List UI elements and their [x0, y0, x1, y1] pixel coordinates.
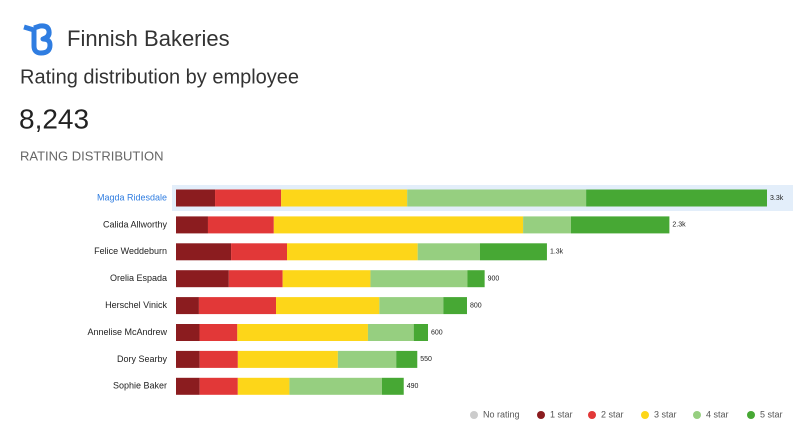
bar-segment: [176, 377, 200, 395]
bar-segment: [207, 216, 274, 234]
legend-marker: [470, 411, 478, 419]
bar-segment: [443, 297, 467, 315]
bar-segment: [237, 377, 290, 395]
page-title: Rating distribution by employee: [20, 66, 299, 88]
bar-segment: [407, 189, 587, 207]
bar-segment: [176, 189, 216, 207]
bar-segment: [199, 350, 238, 368]
total-label: 1.3k: [550, 249, 564, 256]
section-label: RATING DISTRIBUTION: [20, 148, 163, 163]
bar-segment: [523, 216, 571, 234]
bar-segment: [370, 270, 468, 288]
bar-segment: [215, 189, 282, 207]
total-label: 900: [488, 276, 500, 283]
legend-marker: [693, 411, 701, 419]
bar-segment: [289, 377, 382, 395]
bar-segment: [176, 324, 200, 341]
legend-marker: [537, 411, 545, 419]
category-label: Annelise McAndrew: [87, 327, 167, 337]
category-label: Herschel Vinick: [105, 300, 167, 310]
bar-segment: [176, 243, 232, 261]
total-label: 600: [431, 329, 443, 336]
legend-label: No rating: [483, 409, 520, 419]
brand: Finnish Bakeries: [67, 26, 230, 51]
bar-segment: [381, 377, 404, 395]
bar-segment: [570, 216, 670, 234]
bar-segment: [176, 216, 208, 234]
bar-segment: [199, 324, 238, 341]
bar-segment: [176, 297, 199, 315]
category-label: Sophie Baker: [113, 381, 167, 391]
bar-segment: [198, 297, 277, 315]
legend-label: 1 star: [550, 409, 573, 419]
bar-segment: [228, 270, 283, 288]
legend-marker: [641, 411, 649, 419]
bar-segment: [231, 243, 287, 261]
legend-marker: [588, 411, 596, 419]
bar-segment: [276, 297, 380, 315]
total-label: 2.3k: [672, 222, 686, 229]
bar-segment: [379, 297, 444, 315]
category-label: Calida Allworthy: [103, 219, 168, 229]
legend-marker: [747, 411, 755, 419]
total-label: 490: [407, 383, 419, 390]
bar-segment: [176, 350, 200, 368]
bar-segment: [586, 189, 767, 207]
bar-segment: [467, 270, 485, 288]
bar-segment: [367, 324, 414, 341]
headline-value: 8,243: [19, 103, 89, 134]
bar-segment: [176, 270, 229, 288]
bar-segment: [199, 377, 238, 395]
bar-segment: [273, 216, 524, 234]
total-label: 3.3k: [770, 195, 784, 202]
bar-segment: [237, 324, 368, 341]
legend-label: 5 star: [760, 409, 783, 419]
legend-label: 2 star: [601, 409, 624, 419]
bar-segment: [413, 324, 429, 341]
category-label: Dory Searby: [117, 354, 168, 364]
bar-segment: [417, 243, 480, 261]
category-label: Felice Weddeburn: [94, 246, 167, 256]
category-label: Magda Ridesdale: [97, 192, 167, 202]
bar-segment: [282, 270, 371, 288]
total-label: 550: [420, 356, 432, 363]
legend-label: 3 star: [654, 409, 677, 419]
legend-label: 4 star: [706, 409, 729, 419]
bar-segment: [396, 350, 418, 368]
bar-segment: [479, 243, 547, 261]
category-label: Orelia Espada: [110, 273, 167, 283]
total-label: 800: [470, 302, 482, 309]
bar-segment: [237, 350, 338, 368]
bar-segment: [286, 243, 418, 261]
bar-segment: [281, 189, 408, 207]
bar-segment: [337, 350, 397, 368]
logo: [23, 23, 53, 56]
